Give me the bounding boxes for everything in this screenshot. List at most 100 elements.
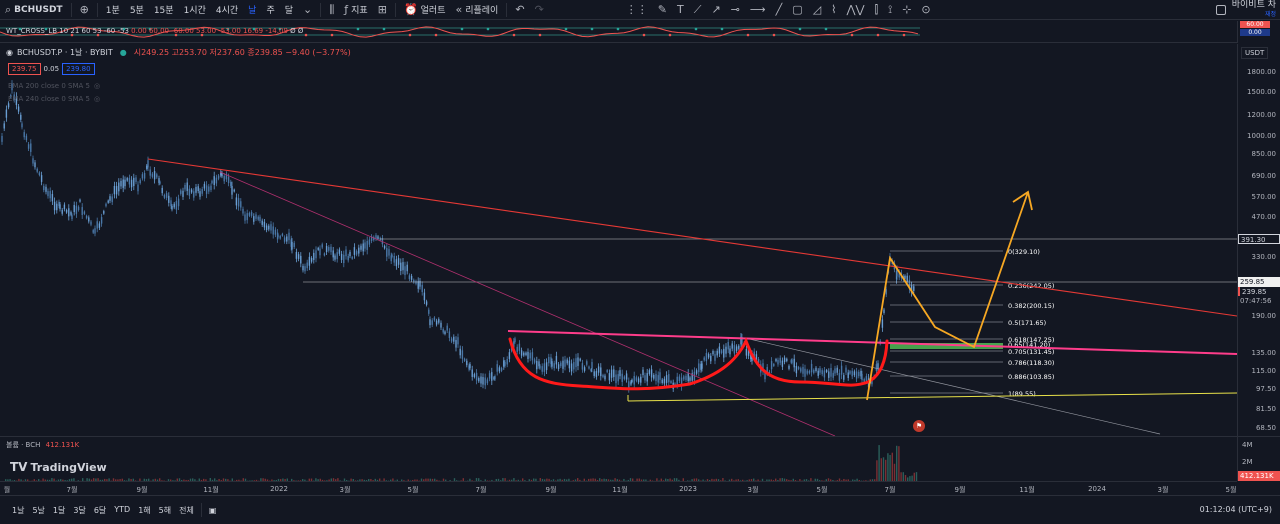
range-5[interactable]: YTD: [114, 504, 131, 514]
alarm-icon: ⏰: [403, 3, 418, 16]
more-tools[interactable]: ⊙: [916, 0, 935, 20]
candle-body: [20, 114, 22, 120]
ema-240-legend[interactable]: EMA 240 close 0 SMA 5 ◎: [8, 95, 100, 103]
trendline-gray[interactable]: [744, 337, 1161, 435]
fib-retracement[interactable]: 0(329.10)0.236(242.05)0.382(200.15)0.5(1…: [890, 248, 1054, 398]
horizontal-ray-tool[interactable]: ⟶: [745, 0, 771, 20]
text-tool[interactable]: T: [672, 0, 689, 20]
interval-dropdown[interactable]: ⌄: [298, 0, 317, 20]
rectangle-tool[interactable]: ▢: [787, 0, 807, 20]
ema-200-legend[interactable]: EMA 200 close 0 SMA 5 ◎: [8, 82, 100, 90]
interval-1[interactable]: 5분: [129, 6, 144, 16]
horizontal-line-tool[interactable]: ⊸: [726, 0, 745, 20]
candle-body: [65, 209, 68, 213]
support-line[interactable]: [627, 392, 1237, 402]
price-chart-canvas[interactable]: 0(329.10)0.236(242.05)0.382(200.15)0.5(1…: [0, 44, 1237, 436]
drawings[interactable]: [147, 158, 1237, 436]
indicators-button[interactable]: ƒ 지표: [339, 0, 372, 20]
volume-bar: [717, 479, 720, 482]
cup-handle-pattern[interactable]: [508, 337, 889, 391]
pattern-tool[interactable]: ⌇: [826, 0, 841, 20]
chart-type-button[interactable]: ⫼: [324, 0, 339, 20]
replay-button[interactable]: « 리플레이: [450, 0, 503, 20]
candle-body: [36, 168, 38, 172]
volume-bar: [713, 479, 715, 482]
measure-tool[interactable]: ⟟: [883, 0, 897, 20]
candle-body: [208, 186, 210, 192]
arrow-tool[interactable]: ↗: [706, 0, 725, 20]
interval-0[interactable]: 1분: [105, 6, 120, 16]
symbol-search[interactable]: ⌕ BCHUSDT: [0, 0, 68, 20]
eye-off-icon[interactable]: ◎: [93, 82, 101, 90]
candle-body: [498, 367, 501, 372]
redo-button[interactable]: ↷: [530, 0, 549, 20]
trendline-pink[interactable]: [219, 171, 836, 436]
path-tool[interactable]: ⟋: [689, 0, 707, 20]
volume-bar: [902, 472, 904, 482]
projection-path[interactable]: [866, 191, 1029, 401]
volume-bar: [264, 478, 266, 482]
candle-body: [56, 203, 58, 211]
price-axis[interactable]: USDT 1800.00 1500.00 1200.00 1000.00 850.00 6…: [1237, 44, 1280, 436]
volume-pane: 볼륨 · BCH 412.131K: [0, 436, 1237, 482]
candle-body: [81, 207, 83, 215]
drag-handle[interactable]: ⋮⋮: [621, 0, 653, 20]
tradingview-logo[interactable]: 𝗧𝗩 TradingView: [10, 460, 107, 474]
volume-bar: [189, 478, 192, 482]
candle-body: [700, 363, 702, 370]
bid-price[interactable]: 239.75: [8, 63, 41, 75]
volume-bar: [799, 479, 801, 482]
range-4[interactable]: 6달: [93, 505, 107, 515]
alert-button[interactable]: ⏰ 얼러트: [399, 0, 451, 20]
compare-button[interactable]: ⊕: [75, 0, 94, 20]
interval-5[interactable]: 날: [248, 6, 257, 16]
candle-body: [383, 245, 386, 249]
ask-price[interactable]: 239.80: [62, 63, 95, 75]
candle-body: [750, 353, 752, 360]
volume-bars: [5, 445, 918, 482]
forecast-tool[interactable]: ⫿: [870, 0, 884, 20]
interval-2[interactable]: 15분: [153, 6, 174, 16]
price-chart[interactable]: 0(329.10)0.236(242.05)0.382(200.15)0.5(1…: [0, 44, 1237, 436]
eye-off-icon[interactable]: ◎: [93, 95, 101, 103]
interval-3[interactable]: 1시간: [183, 6, 206, 16]
candle-body: [1, 135, 3, 142]
range-7[interactable]: 5해: [158, 505, 172, 515]
clock[interactable]: 01:12:04 (UTC+9): [1199, 505, 1272, 514]
volume-bar: [178, 478, 181, 482]
exchange-checkbox[interactable]: [1215, 5, 1226, 15]
hline-price-tag: 391.30: [1238, 234, 1280, 244]
interval-7[interactable]: 달: [284, 6, 293, 16]
volume-bar: [583, 478, 585, 482]
trendline-red[interactable]: [147, 158, 1237, 317]
undo-button[interactable]: ↶: [510, 0, 529, 20]
elliott-tool[interactable]: ⋀⋁: [842, 0, 870, 20]
trendline-tool[interactable]: ╱: [771, 0, 788, 20]
interval-6[interactable]: 주: [266, 6, 275, 16]
us-flag-event-icon[interactable]: ⚑: [913, 420, 925, 432]
candle-body: [408, 275, 411, 280]
candle-body: [533, 359, 536, 363]
interval-4[interactable]: 4시간: [215, 6, 239, 16]
projection-arrowhead[interactable]: [1012, 190, 1033, 211]
volume-bar: [53, 478, 55, 482]
candle-body: [446, 325, 448, 331]
range-8[interactable]: 전체: [179, 505, 194, 515]
candle-body: [621, 373, 623, 382]
currency-selector[interactable]: USDT: [1241, 47, 1269, 59]
range-0[interactable]: 1날: [12, 505, 25, 515]
candle-body: [364, 242, 366, 249]
measure-icon: ⟟: [888, 2, 893, 16]
time-axis[interactable]: 월 7월 9월 11월 2022 3월 5월 7월 9월 11월 2023 3월 5월 7월 9월 11월 20…: [0, 481, 1237, 495]
candle-body: [177, 198, 180, 207]
layout-button[interactable]: ⊞: [373, 0, 392, 20]
brush-tool[interactable]: ✎: [653, 0, 672, 20]
range-6[interactable]: 1해: [138, 505, 151, 515]
range-1[interactable]: 5날: [32, 505, 45, 515]
node-tool[interactable]: ⊹: [897, 0, 916, 20]
fib-tool[interactable]: ◿: [808, 0, 826, 20]
range-3[interactable]: 3달: [73, 505, 86, 515]
range-2[interactable]: 1달: [52, 505, 66, 515]
neckline[interactable]: [507, 330, 1237, 355]
date-range-button[interactable]: ▣: [205, 506, 221, 515]
